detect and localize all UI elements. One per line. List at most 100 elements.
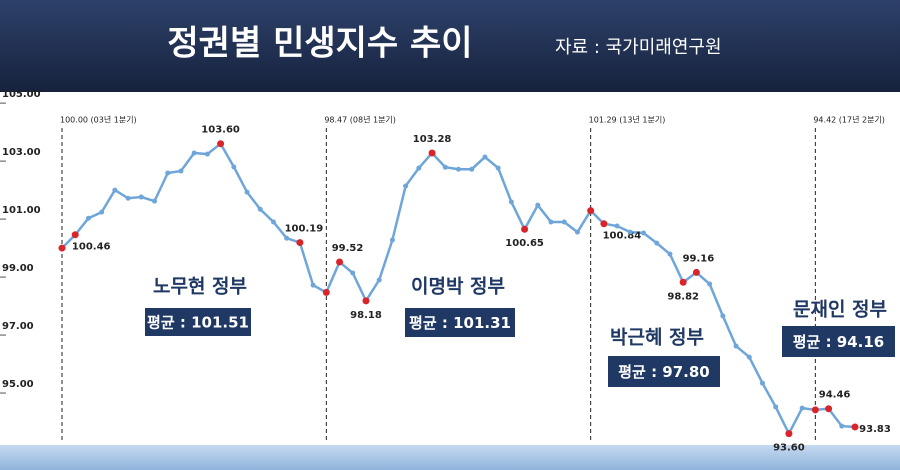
header [0,0,900,92]
chart-title: 정권별 민생지수 추이 [167,24,472,64]
point [785,430,793,438]
point [574,229,580,235]
point [773,404,779,410]
data-label: 100.65 [505,238,544,249]
data-label: 100.84 [603,231,642,242]
data-label: 94.46 [819,390,851,401]
point [336,258,344,266]
average-label: 평균 : 97.80 [618,363,710,381]
plot-bg [0,92,900,445]
point [350,270,356,276]
point [138,194,144,200]
source: 자료 : 국가미래연구원 [555,37,722,58]
point [178,168,184,174]
data-label: 93.60 [773,443,805,454]
point [641,230,647,236]
point [362,297,370,305]
point [851,423,859,431]
y-tick-label: 99.00 [2,263,34,274]
y-tick-label: 103.00 [2,147,41,158]
point [416,165,422,171]
average-label: 평균 : 94.16 [793,333,885,351]
data-label: 98.82 [667,291,699,302]
point [839,423,845,429]
data-label: 103.60 [201,125,240,136]
data-label: 93.83 [859,424,891,435]
point [217,140,225,148]
point [99,209,105,215]
point [231,164,237,170]
point [112,187,118,193]
government-name: 문재인 정부 [793,299,887,321]
point [508,199,514,205]
point [310,282,316,288]
government-name: 이명박 정부 [411,276,505,298]
annotation: 94.42 (17년 2분기) [813,115,885,125]
average-box [782,326,895,357]
y-tick-label: 97.00 [2,321,34,332]
point [548,219,554,225]
point [495,165,501,171]
data-label: 100.46 [72,242,111,253]
point [799,405,805,411]
point [296,239,304,247]
y-tick-label: 95.00 [2,379,34,390]
government-name: 박근혜 정부 [610,327,704,349]
point [204,151,210,157]
point [85,215,91,221]
point [692,268,700,276]
point [720,313,726,319]
point [667,251,673,257]
point [482,154,488,160]
point [825,405,833,413]
point [679,278,687,286]
point [244,189,250,195]
point [561,219,567,225]
data-label: 103.28 [413,134,452,145]
point [456,166,461,172]
annotation: 100.00 (03년 1분기) [60,115,137,125]
point [521,225,529,233]
point [469,166,475,172]
point [627,229,633,235]
point [600,220,608,228]
average-box [405,308,515,337]
y-tick-label: 105.00 [2,89,41,100]
point [759,380,765,386]
average-box [145,308,251,336]
data-label: 98.18 [350,310,382,321]
point [811,406,819,414]
point [654,240,660,246]
point [428,149,436,157]
data-label: 99.52 [332,243,364,254]
point [191,150,197,156]
point [746,354,752,360]
point [152,198,158,204]
data-label: 100.19 [285,224,324,235]
point [733,343,739,349]
point [125,195,131,201]
point [322,288,330,296]
average-label: 평균 : 101.51 [147,314,249,332]
point [284,235,290,241]
y-tick-label: 101.00 [2,205,41,216]
point [587,207,595,215]
point [442,164,448,170]
point [58,244,66,252]
footer [0,445,900,470]
point [270,219,276,225]
annotation: 98.47 (08년 1분기) [324,115,396,125]
point [403,183,409,189]
average-label: 평균 : 101.31 [409,314,511,332]
data-label: 99.16 [683,253,715,264]
point [707,281,713,287]
point [257,206,263,212]
average-box [608,356,720,387]
annotation: 101.29 (13년 1분기) [589,115,666,125]
government-name: 노무현 정부 [153,276,247,298]
point [389,237,395,243]
point [535,202,541,208]
point [376,277,382,283]
